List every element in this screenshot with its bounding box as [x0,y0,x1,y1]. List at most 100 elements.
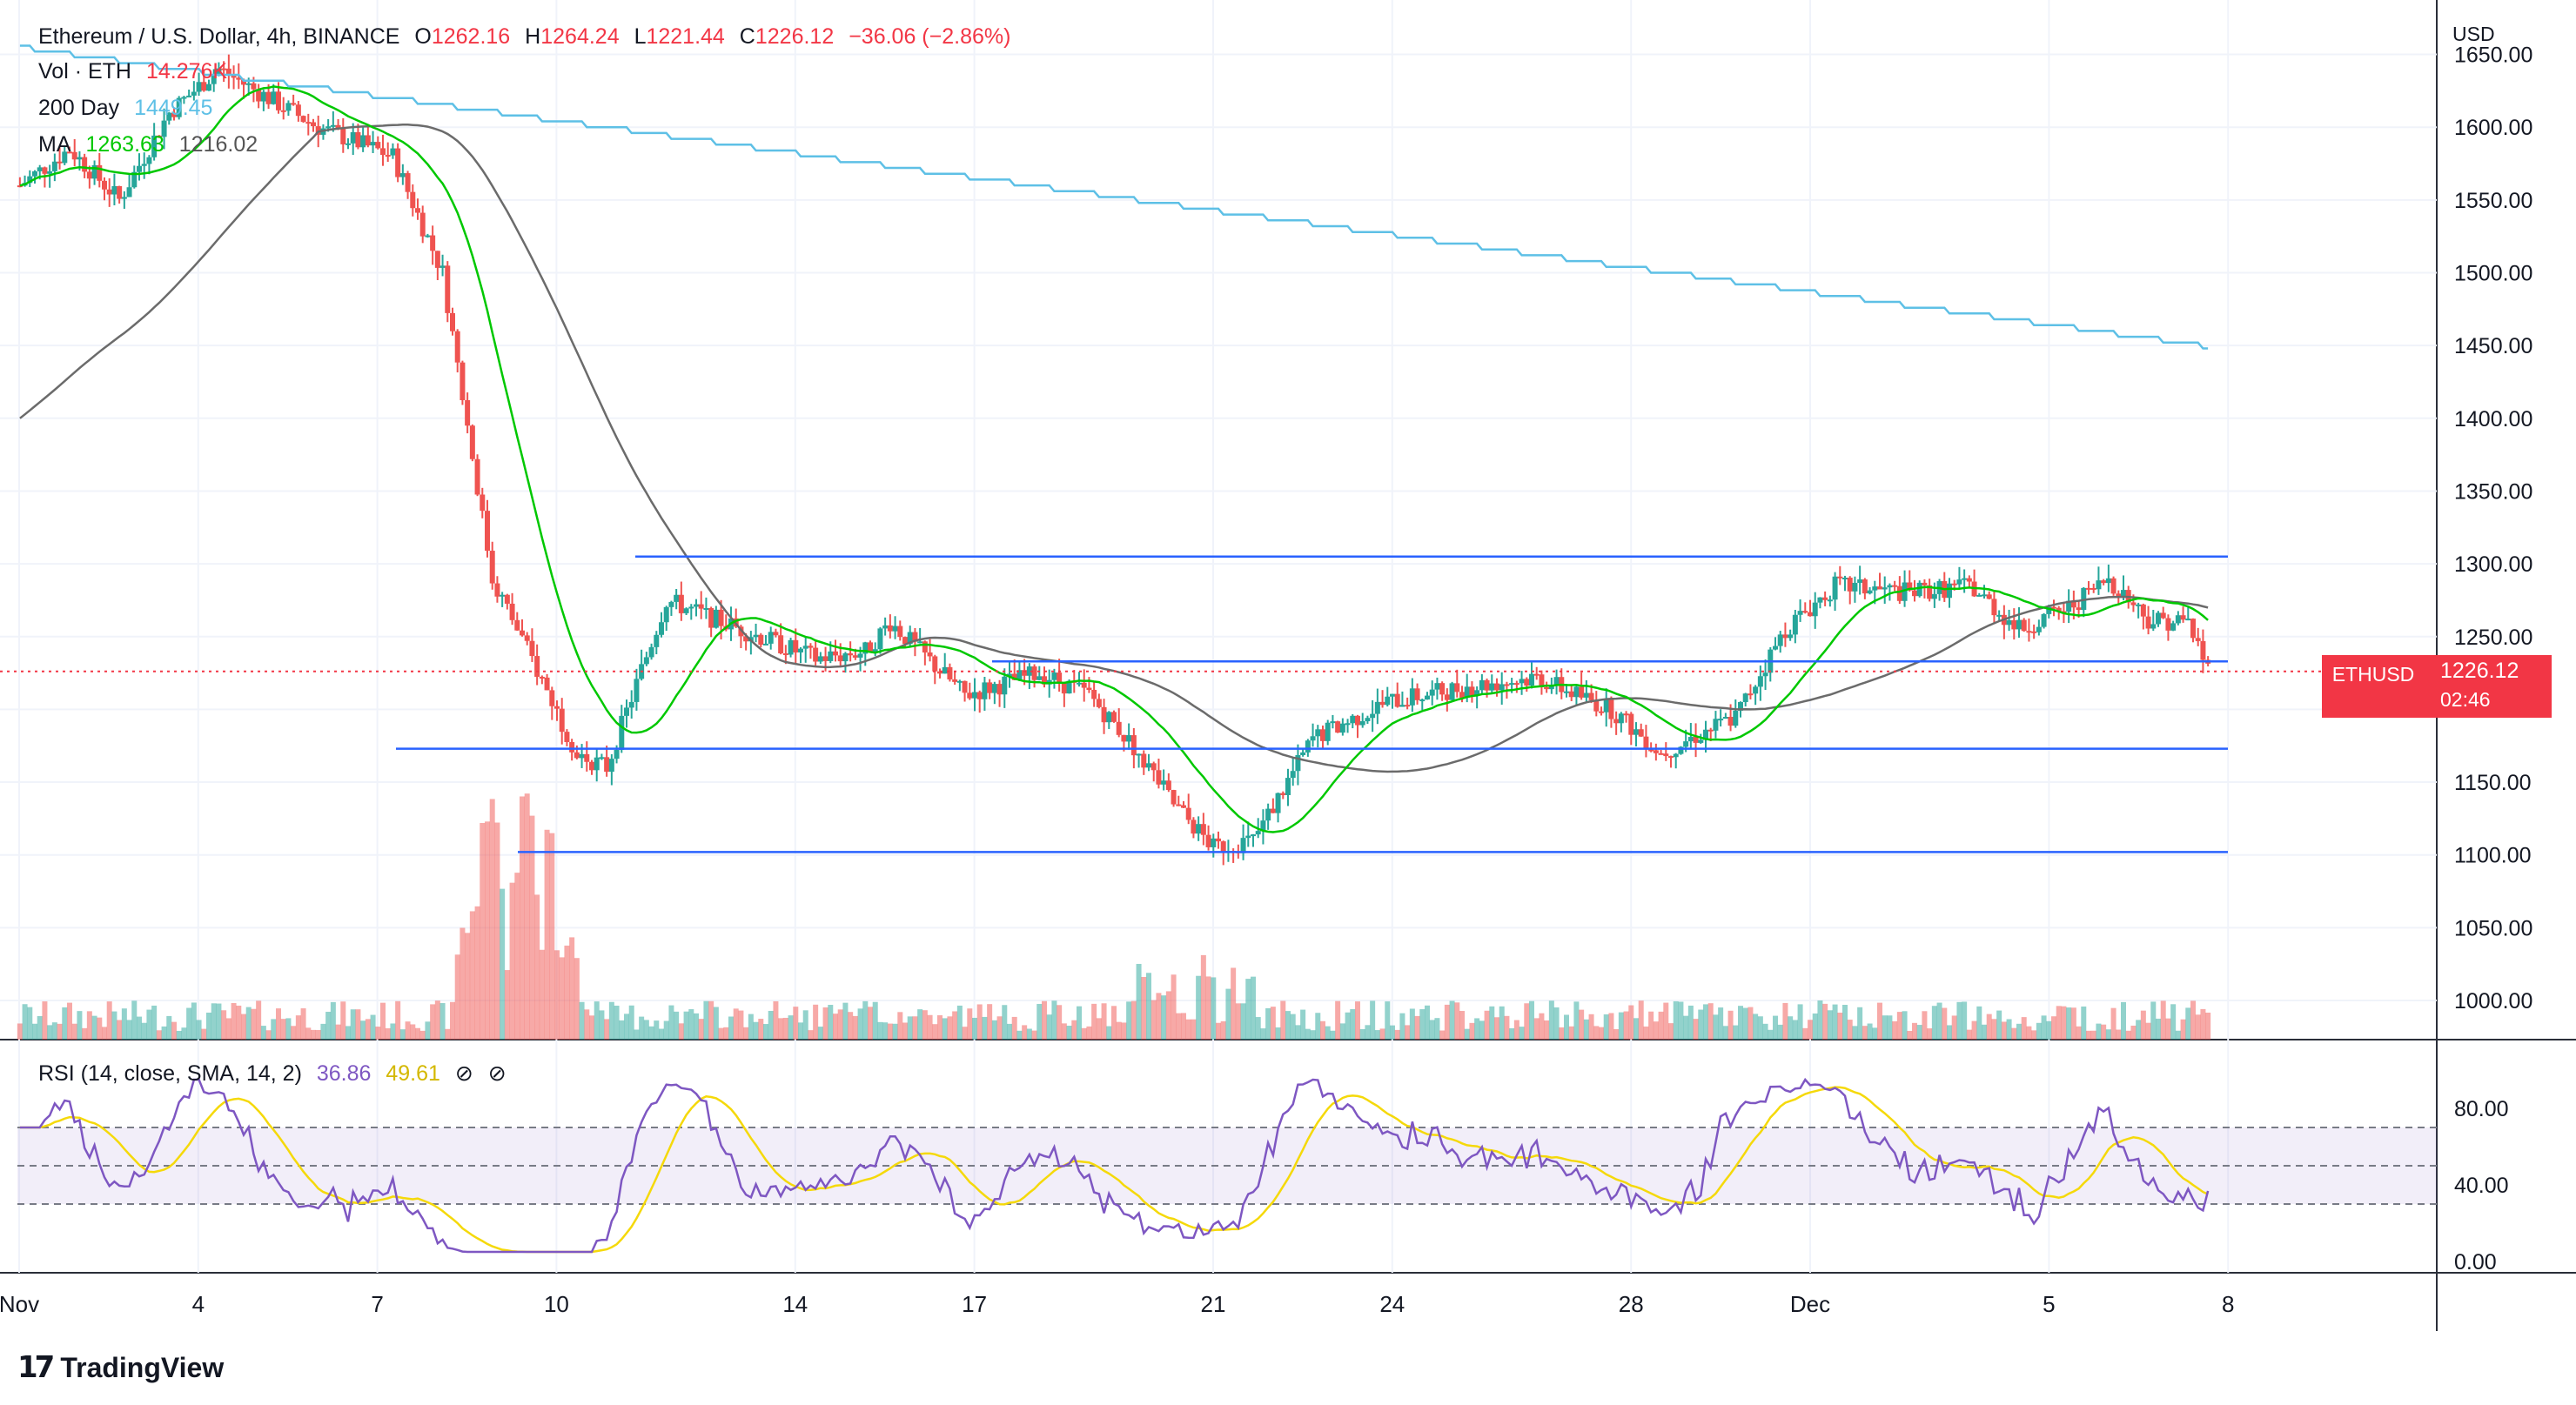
volume-bar [1156,993,1162,1040]
candle-body [1877,586,1882,590]
candle-body [1339,723,1345,733]
volume-bar [2145,1022,2151,1040]
candle-body [1300,752,1306,755]
volume-bar [1568,1026,1574,1040]
close-label: C [739,24,755,49]
candle-body [1156,770,1162,785]
volume-bar [1300,1009,1306,1040]
candle-body [2140,604,2146,617]
candle-body [106,189,112,195]
volume-bar [1742,1007,1748,1040]
candle-body [1141,753,1147,768]
volume-bar [2041,1015,2047,1040]
volume-bar [1220,1020,1226,1040]
candle-body [902,637,908,645]
volume-bar [1971,1020,1977,1040]
volume-bar [1892,1020,1898,1040]
candle-body [1608,699,1614,719]
eye-off-icon[interactable]: ⊘ [454,1061,473,1086]
volume-bar [1648,1011,1654,1040]
candle-body [1270,808,1276,813]
volume-bar [1792,1020,1798,1040]
candle-body [932,656,938,672]
volume-bar [907,1016,913,1040]
candle-body [1489,683,1495,691]
volume-bar [2066,1007,2072,1040]
volume-bar [2086,1030,2091,1040]
candle-body [1887,585,1893,588]
candle-body [1827,599,1833,602]
candle-body [1544,686,1550,690]
candle-body [285,103,292,111]
candle-body [1439,683,1446,695]
volume-bar [2116,1029,2122,1040]
volume-bar [1265,1007,1271,1040]
volume-bar [1902,1011,1908,1040]
volume-bar [1544,1020,1550,1040]
symbol-title: Ethereum / U.S. Dollar, 4h, BINANCE [38,24,400,49]
volume-bar [51,1022,57,1040]
high-value: 1264.24 [540,24,620,49]
candle-body [117,185,123,199]
tradingview-logo[interactable]: 𝟭𝟳 TradingView [17,1350,224,1385]
candle-body [1091,689,1097,699]
volume-bar [1788,1016,1794,1040]
candle-body [2046,606,2052,614]
candle-body [694,604,699,607]
candle-body [683,608,689,613]
candle-body [848,652,854,656]
volume-bar [245,1007,252,1040]
volume-bar [1768,1029,1774,1040]
time-tick-label: 4 [192,1291,205,1317]
candle-body [1722,717,1728,719]
candle-body [1260,820,1266,832]
rsi-legend: RSI (14, close, SMA, 14, 2) 36.86 49.61 … [38,1058,515,1089]
candle-body [1136,753,1142,756]
volume-bar [708,1000,714,1040]
volume-bar [176,1030,182,1040]
volume-bar [1494,1017,1499,1040]
volume-bar [460,927,466,1040]
volume-bar [489,799,495,1040]
volume-bar [544,829,550,1040]
volume-bar [2001,1021,2007,1040]
eye-off-icon[interactable]: ⊘ [487,1061,506,1086]
volume-bar [1285,1011,1291,1040]
volume-bar [1748,1007,1754,1040]
price-tick-label: 1000.00 [2454,989,2532,1014]
volume-bar [454,954,460,1040]
volume-bar [1658,1011,1664,1040]
volume-bar [1802,1027,1808,1040]
volume-bar [405,1021,411,1040]
candle-body [485,511,490,552]
volume-bar [186,1007,192,1040]
candle-body [674,594,680,602]
candle-body [1031,666,1037,680]
volume-bar [1931,1006,1937,1040]
candle-body [1066,680,1072,694]
volume-bar [2096,1023,2102,1040]
volume-bar [564,945,570,1040]
volume-bar [1588,1014,1594,1040]
volume-bar [1196,975,1202,1040]
candle-body [47,171,53,174]
volume-bar [2011,1027,2017,1040]
volume-bar [1126,1001,1132,1040]
volume-bar [216,1003,222,1040]
volume-bar [365,1019,371,1040]
candle-body [1146,763,1151,768]
candle-body [1185,807,1191,820]
candle-body [1653,750,1659,753]
candle-body [2076,607,2082,611]
candle-body [419,212,426,237]
candle-body [474,458,480,495]
volume-bar [485,821,490,1040]
candle-body [137,165,142,172]
volume-bar [1116,1021,1122,1040]
candle-body [1782,634,1788,639]
rsi-tick-label: 40.00 [2454,1174,2509,1198]
candle-body [862,642,869,654]
candle-body [1106,712,1112,723]
time-tick-label: 21 [1201,1291,1226,1317]
